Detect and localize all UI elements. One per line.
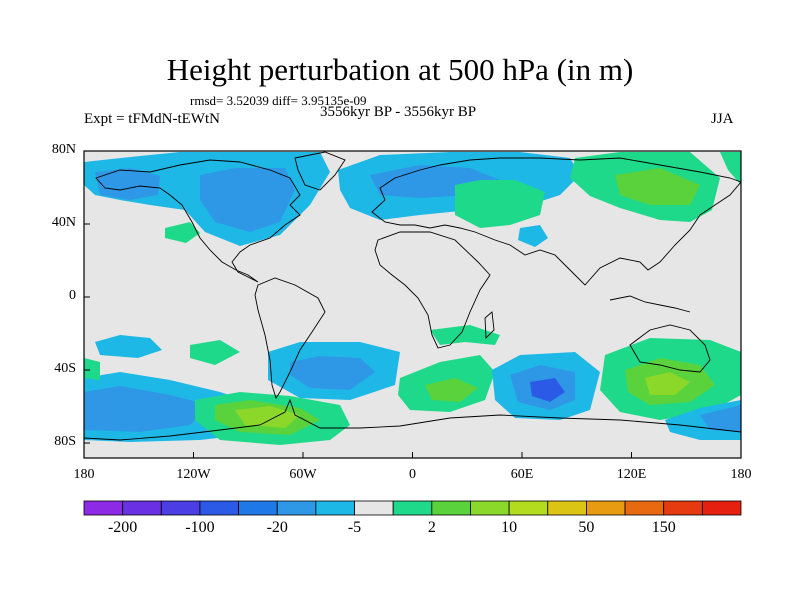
axis-ticks bbox=[83, 150, 742, 458]
colorbar-label: 150 bbox=[651, 519, 676, 536]
positive-peak-australia-south bbox=[645, 372, 690, 395]
colorbar-label: 2 bbox=[427, 519, 436, 536]
positive-core-south-africa bbox=[425, 378, 478, 402]
longitude-label: 60W bbox=[289, 467, 317, 482]
negative-anomaly-north-pacific bbox=[95, 168, 160, 200]
longitude-label: 0 bbox=[409, 467, 416, 482]
colorbar-swatch bbox=[470, 500, 510, 516]
positive-spot-south-pacific bbox=[190, 340, 240, 365]
longitude-label: 180 bbox=[730, 467, 752, 482]
negative-core-southeast-edge bbox=[700, 405, 741, 432]
colorbar-swatch bbox=[508, 500, 549, 516]
positive-peak-antarctic-peninsula bbox=[235, 406, 300, 428]
latitude-label: 0 bbox=[69, 288, 76, 303]
colorbar-swatch bbox=[392, 500, 433, 516]
coastline-antarctica bbox=[84, 398, 741, 441]
negative-spot-arabia bbox=[518, 225, 548, 247]
colorbar-label: -5 bbox=[347, 519, 362, 536]
positive-core-asia bbox=[615, 168, 700, 205]
colorbar-swatch bbox=[83, 500, 124, 516]
positive-anomaly-eurasia bbox=[455, 180, 545, 228]
latitude-label: 40N bbox=[51, 215, 76, 230]
season-label: JJA bbox=[711, 111, 734, 127]
negative-deep-indian-ocean bbox=[530, 378, 565, 402]
positive-spot-west-edge bbox=[84, 358, 100, 380]
longitude-label: 120W bbox=[176, 467, 211, 482]
stats-text: rmsd= 3.52039 diff= 3.95135e-09 bbox=[190, 93, 367, 108]
latitude-label: 80N bbox=[51, 142, 76, 157]
colorbar-label: 50 bbox=[578, 519, 595, 536]
latitude-label: 80S bbox=[54, 434, 76, 449]
coastline-indonesia bbox=[609, 295, 691, 313]
colorbar-swatch bbox=[624, 500, 665, 516]
contour-fields bbox=[84, 152, 741, 445]
colorbar bbox=[83, 500, 742, 516]
colorbar-label: -20 bbox=[266, 519, 288, 536]
positive-anomaly-east-asia bbox=[720, 152, 741, 185]
coastline-eurasia bbox=[371, 157, 741, 286]
coastline-north-america bbox=[95, 159, 301, 283]
coastline-greenland bbox=[294, 151, 346, 191]
latitude-label: 40S bbox=[54, 361, 76, 376]
colorbar-swatch bbox=[199, 500, 239, 516]
colorbar-swatch bbox=[315, 500, 355, 516]
positive-band-southern-ocean bbox=[430, 325, 500, 345]
longitude-label: 120E bbox=[616, 467, 647, 482]
coastline-madagascar bbox=[484, 311, 495, 340]
colorbar-swatch bbox=[586, 500, 626, 516]
coastline-africa bbox=[374, 231, 491, 349]
colorbar-label: -100 bbox=[185, 519, 215, 536]
colorbar-swatch bbox=[663, 500, 703, 516]
colorbar-swatch bbox=[354, 500, 394, 516]
colorbar-swatch bbox=[701, 500, 742, 516]
period-label: 3556kyr BP - 3556kyr BP bbox=[320, 104, 477, 120]
longitude-label: 180 bbox=[73, 467, 95, 482]
negative-core-north-america bbox=[200, 168, 295, 232]
coastlines bbox=[84, 151, 741, 441]
colorbar-swatch bbox=[431, 500, 471, 516]
negative-core-south-pacific bbox=[84, 386, 210, 432]
map-title: Height perturbation at 500 hPa (in m) bbox=[166, 52, 634, 87]
longitude-label: 60E bbox=[510, 467, 534, 482]
colorbar-label: 10 bbox=[501, 519, 518, 536]
experiment-label: Expt = tFMdN-tEWtN bbox=[84, 111, 220, 127]
colorbar-swatch bbox=[160, 500, 201, 516]
colorbar-label: -200 bbox=[107, 519, 138, 536]
positive-spot-pacific bbox=[165, 222, 200, 243]
negative-spot-southwest-pacific bbox=[95, 335, 162, 358]
colorbar-swatch bbox=[238, 500, 278, 516]
coastline-australia bbox=[629, 324, 711, 373]
colorbar-swatch bbox=[547, 500, 587, 516]
colorbar-swatch bbox=[122, 500, 162, 516]
coastline-south-america bbox=[254, 277, 326, 400]
colorbar-swatch bbox=[276, 500, 317, 516]
negative-core-south-atlantic bbox=[290, 356, 375, 390]
